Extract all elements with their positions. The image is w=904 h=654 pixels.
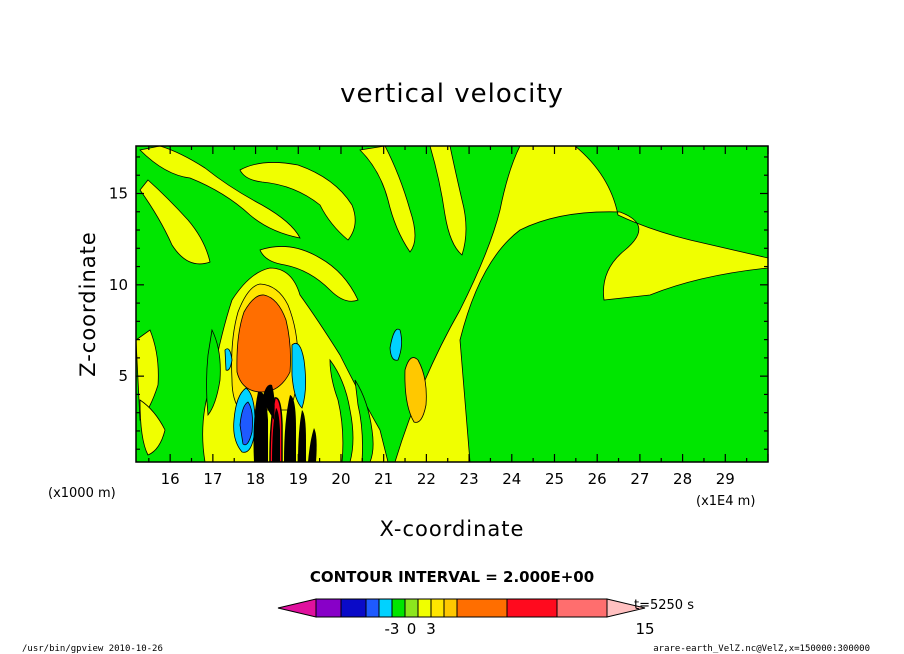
x-tick-label: 28 <box>673 470 692 488</box>
x-tick-label: 20 <box>331 470 350 488</box>
x-tick-label: 23 <box>460 470 479 488</box>
y-axis-ticks: 5 10 15 <box>109 156 768 450</box>
colorbar-segment <box>506 598 558 618</box>
contour-region-cyan <box>291 342 306 409</box>
x-tick-label: 24 <box>502 470 521 488</box>
colorbar-tick-label: -3 <box>385 620 400 638</box>
contour-region-amber <box>404 357 427 423</box>
colorbar-segment <box>404 598 419 618</box>
contour-interval-label: CONTOUR INTERVAL = 2.000E+00 <box>310 568 594 586</box>
contour-region-green <box>329 358 354 462</box>
x-tick-label: 17 <box>203 470 222 488</box>
contour-region-green <box>206 328 221 417</box>
colorbar-segment <box>443 598 458 618</box>
y-axis-label: Z-coordinate <box>76 231 100 377</box>
y-axis-units: (x1000 m) <box>48 486 116 501</box>
footer-right: arare-earth_VelZ.nc@VelZ,x=150000:300000 <box>653 644 870 654</box>
y-tick-label: 5 <box>118 367 128 385</box>
x-tick-label: 29 <box>716 470 735 488</box>
contour-region-yellow <box>239 162 356 241</box>
y-tick-label: 15 <box>109 184 128 202</box>
x-tick-label: 27 <box>630 470 649 488</box>
colorbar-tick-label: 3 <box>426 620 436 638</box>
colorbar-segment <box>378 598 393 618</box>
contour-region-yellow <box>139 146 301 239</box>
x-tick-label: 26 <box>588 470 607 488</box>
colorbar-segment <box>391 598 406 618</box>
surface-oscillation-cells <box>253 384 317 462</box>
colorbar <box>277 598 646 618</box>
contour-region-yellow <box>259 246 359 302</box>
x-tick-label: 25 <box>545 470 564 488</box>
plot-frame <box>135 145 769 463</box>
colorbar-segment <box>556 598 608 618</box>
contour-region-yellow <box>139 399 166 456</box>
colorbar-segment <box>430 598 445 618</box>
x-tick-label: 21 <box>374 470 393 488</box>
x-tick-label: 22 <box>417 470 436 488</box>
contour-region-yellow <box>139 179 211 265</box>
colorbar-segment <box>277 598 317 618</box>
contour-region-green <box>354 379 374 462</box>
contour-region-yellow <box>359 146 416 253</box>
contour-region-cyan <box>224 348 233 371</box>
x-axis-label: X-coordinate <box>380 517 525 541</box>
contour-region-blue <box>239 401 253 446</box>
colorbar-segment <box>315 598 342 618</box>
colorbar-tick-label: 15 <box>635 620 654 638</box>
colorbar-segment <box>365 598 380 618</box>
y-tick-label: 10 <box>109 276 128 294</box>
chart-title: vertical velocity <box>340 79 564 109</box>
x-axis-ticks: 16 17 18 19 20 21 22 23 24 25 26 27 28 29 <box>148 146 769 488</box>
time-label: t=5250 s <box>634 598 694 613</box>
colorbar-segment <box>606 598 646 618</box>
colorbar-segment <box>340 598 367 618</box>
contour-region-yellow <box>429 146 467 256</box>
contour-region-yellow <box>394 146 768 462</box>
colorbar-ticks: -3 0 3 15 <box>385 620 655 638</box>
contour-field <box>136 146 768 462</box>
colorbar-segment <box>456 598 508 618</box>
colorbar-segment <box>417 598 432 618</box>
x-axis-units: (x1E4 m) <box>696 494 755 509</box>
x-tick-label: 16 <box>161 470 180 488</box>
footer-left: /usr/bin/gpview 2010-10-26 <box>22 644 163 654</box>
x-tick-label: 19 <box>289 470 308 488</box>
contour-region-orange <box>236 294 291 393</box>
x-tick-label: 18 <box>246 470 265 488</box>
colorbar-tick-label: 0 <box>407 620 417 638</box>
contour-region-cyan <box>389 328 402 361</box>
